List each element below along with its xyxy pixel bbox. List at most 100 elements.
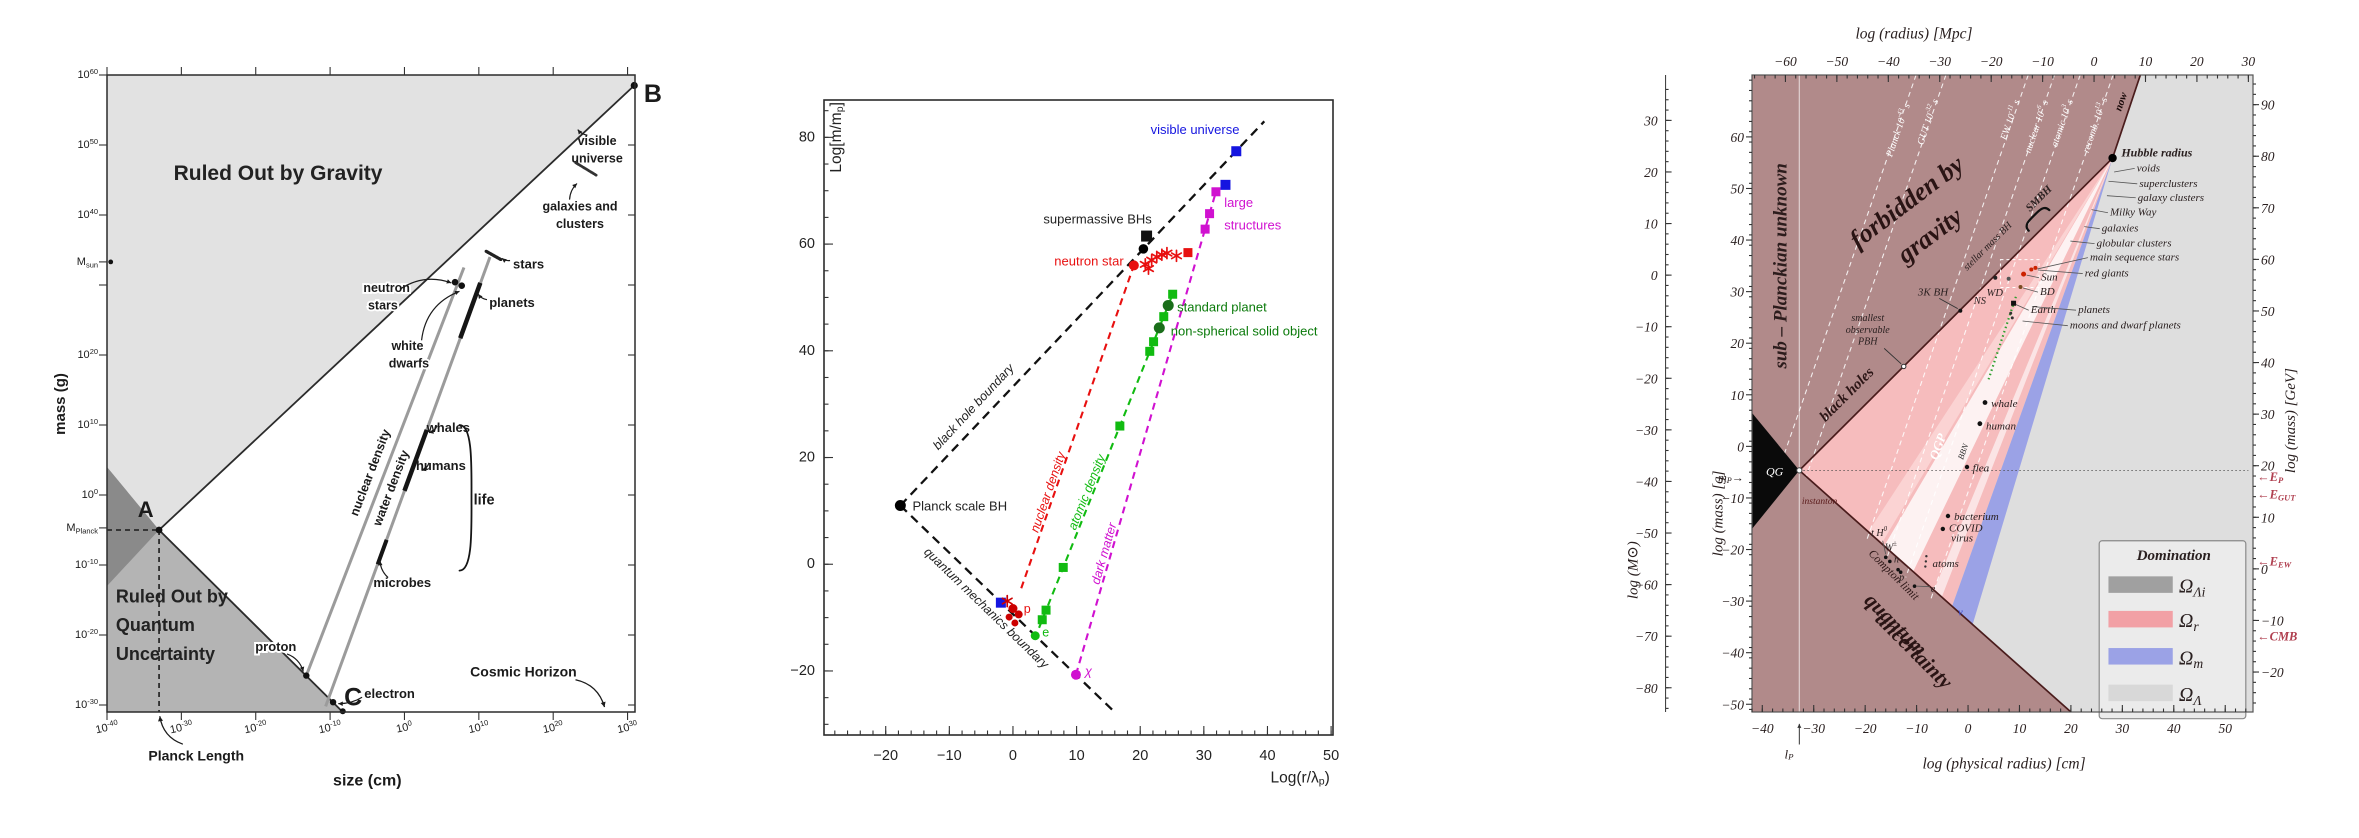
instanton-label: instanton	[1802, 497, 1838, 507]
point-A-label: A	[138, 497, 154, 522]
tick-label: 30	[2115, 721, 2130, 736]
tick-label: −50	[1721, 697, 1744, 712]
epoch-ew-line	[1866, 74, 2029, 539]
nuclear-density-label: nuclear density	[1028, 449, 1069, 534]
visible-universe-label: visible universe	[1151, 121, 1240, 136]
tick-label: 10	[2139, 54, 2153, 69]
hubble-radius-dot	[2108, 153, 2117, 163]
dot	[1014, 610, 1023, 619]
ast	[1161, 246, 1173, 260]
microbes-segment	[375, 539, 389, 565]
epoch-planck-line	[1783, 74, 1917, 456]
top-axis-title: log (radius) [Mpc]	[1855, 25, 1972, 42]
dot	[1958, 308, 1963, 313]
tick-label: 0	[2261, 561, 2268, 576]
tick-label: 20	[1731, 336, 1745, 351]
quantum-boundary-line	[158, 529, 344, 713]
dot	[1898, 570, 1903, 575]
white-dwarfs-label: white	[390, 339, 423, 353]
axis-bottom-0: −20 −10 0 10 20 30 40 50	[834, 726, 1339, 764]
covid-dot	[1940, 526, 1946, 532]
line	[2106, 195, 2136, 199]
tick-label: 60	[1731, 129, 1745, 144]
line	[2070, 240, 2095, 245]
earth-marker	[2011, 300, 2017, 306]
tick-label: −10	[1905, 721, 1928, 736]
tick-label: 1010	[467, 717, 490, 736]
tick-label: 10-10	[75, 556, 98, 571]
neutron-star-dot	[451, 278, 459, 286]
sq	[1200, 224, 1210, 234]
txt: structures	[1224, 217, 1282, 232]
electron-dot	[329, 699, 337, 706]
black-hole-boundary-line	[899, 120, 1266, 507]
proton-label: p	[1898, 572, 1904, 583]
microbes-label: microbes	[373, 574, 431, 589]
axis-bottom-0: 10-40 10-30 10-20 10-10 100 1010 1020 1030	[94, 712, 638, 736]
tick-label: 10	[1644, 216, 1658, 231]
txt: observable	[1846, 324, 1890, 335]
figure-middle-log-plot: Log[m/mp] Log(r/λp) black hole boundary qua…	[770, 30, 1380, 835]
dark-matter-label: dark matter	[1089, 520, 1120, 585]
plot-frame	[823, 99, 1334, 736]
large-structures-marker	[1211, 187, 1221, 197]
galaxies-cluster	[574, 161, 598, 177]
right-axis-title: log (mass) [GeV]	[2283, 368, 2299, 473]
tick-label: 0	[1651, 268, 1658, 283]
tick-label: 30	[1196, 748, 1212, 764]
legend-omega-r: Ωr	[2179, 610, 2199, 633]
humans-label: humans	[416, 457, 466, 472]
tick-label: −10	[1635, 319, 1658, 334]
ast	[1001, 594, 1013, 608]
arrow	[338, 696, 363, 706]
tick-label: 80	[799, 129, 815, 145]
stars-cluster	[484, 249, 503, 262]
planck-length-label: Planck Length	[148, 747, 244, 763]
legend-omega-m: Ωm	[2179, 647, 2203, 670]
dark-matter-chi-marker	[1070, 669, 1081, 680]
epoch-atomic-line	[1905, 74, 2081, 578]
tick-label: 10-20	[243, 717, 269, 736]
human-dot	[1977, 421, 1983, 427]
tick-label: 60	[799, 236, 815, 252]
dot	[1924, 565, 1927, 568]
ep-annotation: ←EP	[2257, 470, 2284, 485]
covid-label: COVID	[1949, 522, 1983, 534]
tick-label: −20	[790, 663, 815, 679]
eew-annotation: ←EEW	[2257, 554, 2293, 569]
tick-label: 40	[2167, 721, 2181, 736]
arrow	[378, 560, 389, 579]
ruled-out-gravity-label: Ruled Out by Gravity	[174, 162, 383, 185]
non-spherical-label: non-spherical solid object	[1171, 323, 1318, 338]
bd-label: BD	[2040, 286, 2055, 298]
cmb-annotation: ←CMB	[2257, 630, 2297, 644]
plot-frame	[106, 74, 636, 713]
dot	[1925, 555, 1928, 558]
whales-label: whales	[426, 420, 470, 435]
line	[1882, 540, 1887, 555]
dot	[2009, 311, 2013, 315]
tick-label: 10-20	[75, 626, 98, 641]
ns-label: NS	[1973, 295, 1987, 306]
tick-label: 10	[1069, 748, 1085, 764]
wd-label: WD	[1987, 288, 2004, 299]
middle-log-mass-vs-log-radius-plot: Log[m/mp] Log(r/λp) black hole boundary qua…	[790, 99, 1339, 787]
arrow	[428, 425, 438, 434]
line	[2022, 287, 2039, 293]
neutron-star-label: neutron star	[1054, 253, 1124, 268]
tick-label: −20	[1854, 721, 1877, 736]
bacterium-label: bacterium	[1954, 511, 1999, 523]
axis-right-3	[628, 74, 635, 706]
life-label: life	[474, 493, 495, 509]
legend-title: Domination	[2136, 548, 2211, 564]
left-mass-vs-size-diagram: Ruled Out by Gravity Ruled Out by Quantum U…	[52, 66, 662, 789]
stars-label: stars	[513, 256, 544, 271]
txt: stars	[368, 298, 398, 312]
sq	[1115, 421, 1125, 431]
tick-label: Msun	[77, 256, 98, 269]
atomic-density-line	[1033, 293, 1174, 640]
tick-label: −20	[2261, 665, 2284, 680]
line	[2084, 226, 2100, 230]
visible-universe-marker	[1231, 146, 1242, 157]
earth-label: Earth	[2030, 304, 2057, 316]
